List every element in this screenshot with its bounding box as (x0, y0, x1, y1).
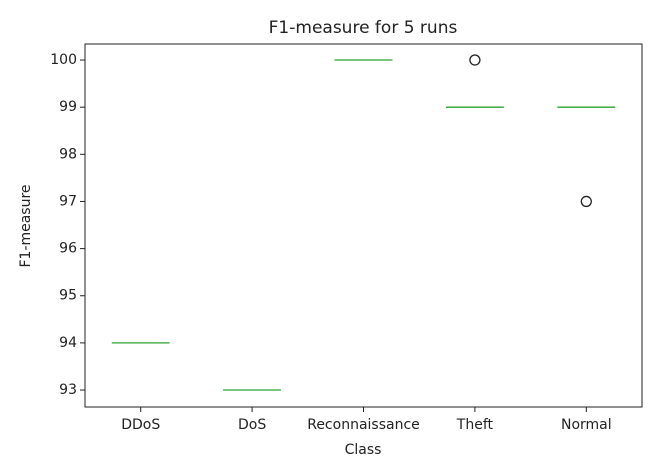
y-tick-label: 99 (59, 99, 77, 115)
chart-title: F1-measure for 5 runs (269, 18, 458, 38)
y-tick-label: 93 (59, 382, 77, 398)
y-axis-label: F1-measure (18, 184, 34, 267)
y-tick-label: 98 (59, 146, 77, 162)
outlier (469, 54, 481, 66)
y-tick-label: 100 (50, 52, 77, 68)
y-tick-label: 94 (59, 335, 77, 351)
x-tick-label: DDoS (121, 417, 160, 433)
x-tick-label: Normal (561, 417, 612, 433)
y-tick-label: 96 (59, 241, 77, 257)
x-axis-label: Class (345, 442, 382, 458)
x-tick-label: DoS (238, 417, 266, 433)
x-tick-label: Reconnaissance (307, 417, 420, 433)
x-tick-label: Theft (456, 417, 494, 433)
y-tick-label: 97 (59, 193, 77, 209)
plot-frame (84, 43, 643, 408)
y-tick-label: 95 (59, 288, 77, 304)
outlier (580, 195, 592, 208)
